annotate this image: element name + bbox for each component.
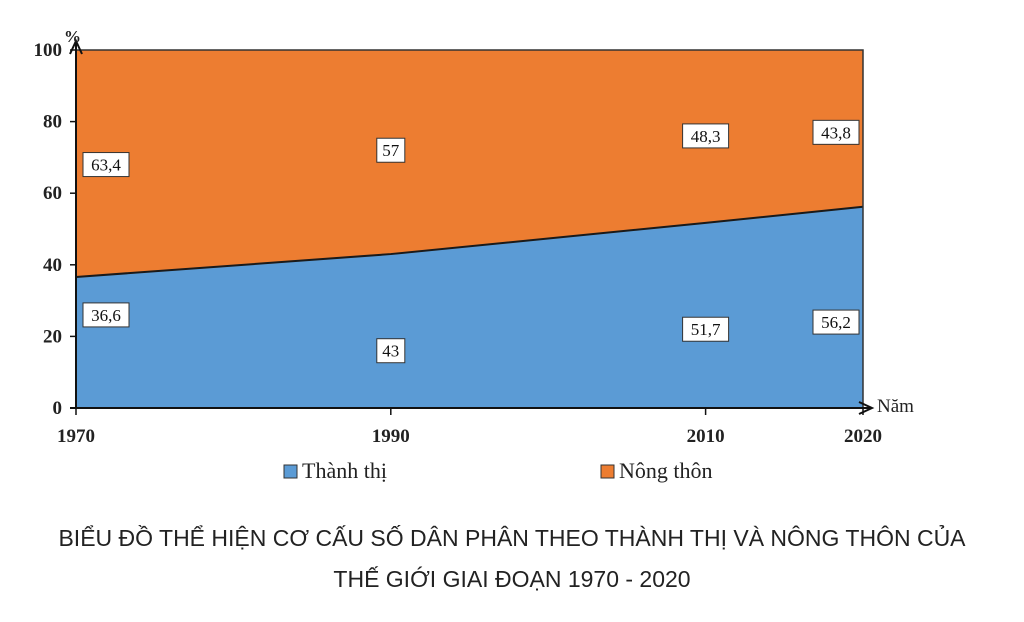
data-label-text: 51,7 <box>691 320 721 339</box>
legend-label-thanh-thi: Thành thị <box>302 458 387 483</box>
legend-label-nong-thon: Nông thôn <box>619 458 713 483</box>
data-label-box <box>812 119 860 145</box>
stacked-area-chart: 0 20 40 60 80 100 1970 1990 2010 2020% Năm 36,6 43 5… <box>34 27 915 483</box>
data-label-box <box>82 302 130 328</box>
data-label-thanh-thi: 56,2 <box>812 309 860 335</box>
data-label-nong-thon: 63,4 <box>82 152 130 178</box>
data-label-text: 43 <box>382 342 399 361</box>
data-label-nong-thon: 43,8 <box>812 119 860 145</box>
chart-caption-line-2: THẾ GIỚI GIAI ĐOẠN 1970 - 2020 <box>333 566 691 592</box>
data-label-nong-thon: 57 <box>376 137 406 163</box>
series-boundary-line <box>75 205 864 278</box>
y-tick-label: 80 <box>43 112 62 133</box>
legend-swatch-nong-thon <box>600 464 615 479</box>
data-label-box <box>82 152 130 178</box>
y-tick-label: 20 <box>43 326 62 347</box>
x-tick-label: 2010 <box>687 426 725 447</box>
data-label-thanh-thi: 36,6 <box>82 302 130 328</box>
y-tick-label: 0 <box>53 398 63 419</box>
y-tick-label: 40 <box>43 255 62 276</box>
data-label-box <box>376 338 406 364</box>
x-tick-label: 1970 <box>57 426 95 447</box>
data-label-thanh-thi: 43 <box>376 338 406 364</box>
data-label-text: 36,6 <box>91 306 121 325</box>
area-nong-thon <box>76 50 863 277</box>
data-label-box <box>376 137 406 163</box>
legend-swatch-thanh-thi <box>283 464 298 479</box>
y-axis-unit-label: % <box>64 27 81 46</box>
data-label-text: 57 <box>382 141 400 160</box>
chart-caption-line-1: BIỂU ĐỒ THỂ HIỆN CƠ CẤU SỐ DÂN PHÂN THEO… <box>58 525 966 551</box>
data-label-box <box>682 123 730 149</box>
data-label-nong-thon: 48,3 <box>682 123 730 149</box>
data-label-text: 43,8 <box>821 123 851 142</box>
data-label-box <box>812 309 860 335</box>
plot-border <box>76 49 864 408</box>
x-tick-label: 2020 <box>844 426 882 447</box>
data-label-text: 48,3 <box>691 127 721 146</box>
data-label-text: 63,4 <box>91 156 121 175</box>
y-tick-label: 60 <box>43 183 62 204</box>
data-label-box <box>682 316 730 342</box>
y-tick-label: 100 <box>34 40 63 61</box>
x-tick-label: 1990 <box>372 426 410 447</box>
x-axis-unit-label: Năm <box>877 396 914 417</box>
data-label-text: 56,2 <box>821 313 851 332</box>
data-label-thanh-thi: 51,7 <box>682 316 730 342</box>
area-thanh-thi <box>76 206 863 408</box>
